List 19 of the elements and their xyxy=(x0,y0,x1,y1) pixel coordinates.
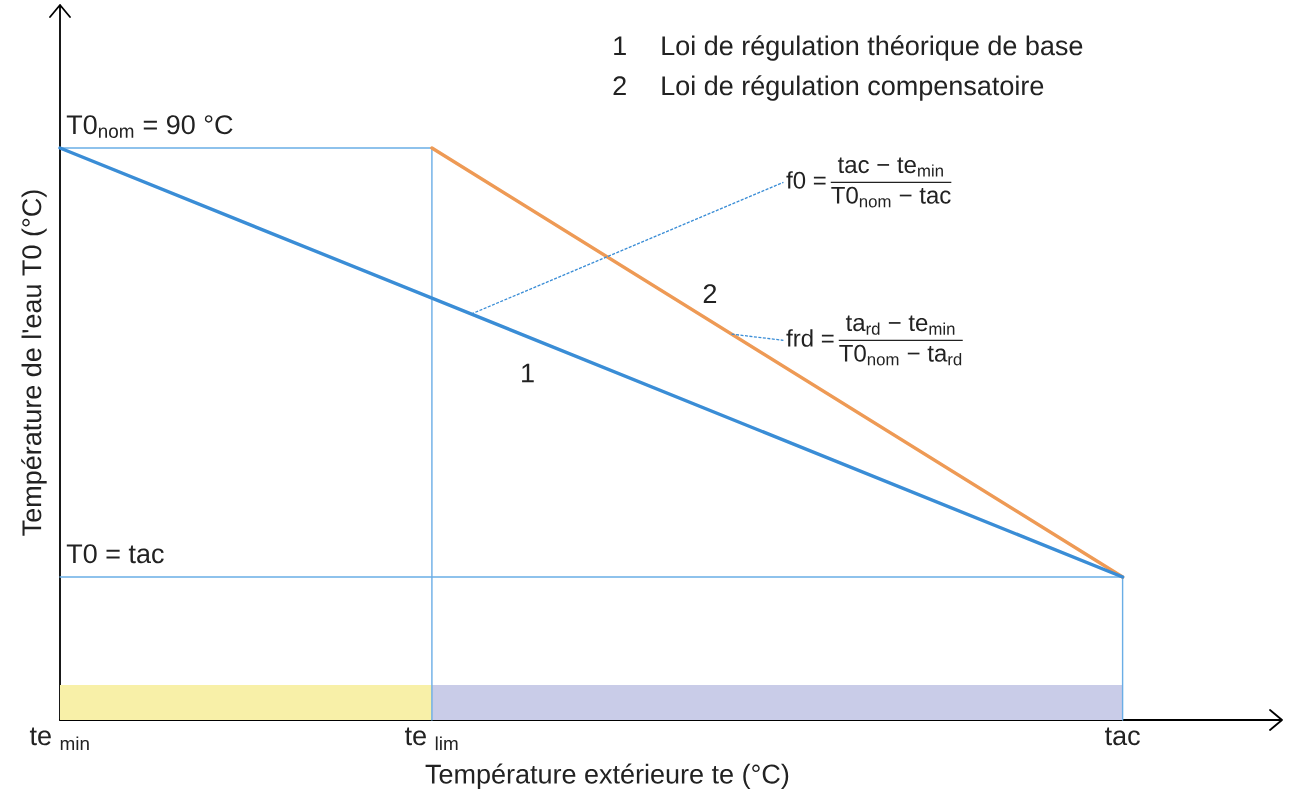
x-tick-label: te $_{lim}$ xyxy=(404,727,458,751)
x-tick-label: tac xyxy=(1105,727,1140,746)
annotation: frd = xyxy=(786,329,834,347)
text: Loi de régulation théorique de base xyxy=(662,35,1083,61)
annotation: tac − te$_{min}$ xyxy=(837,157,943,177)
annotation: f0 = xyxy=(786,171,826,189)
y-axis-title: Température de l'eau T0 (°C) xyxy=(21,190,47,536)
x-axis-title: Température extérieure te (°C) xyxy=(425,763,789,790)
x-tick-label: te $_{min}$ xyxy=(29,727,89,751)
annotation: T0$_{nom}$ − ta$_{rd}$ xyxy=(839,344,962,366)
annotation: ta$_{rd}$ − te$_{min}$ xyxy=(845,315,955,335)
text: 1 xyxy=(614,36,626,56)
series-label: 1 xyxy=(522,363,534,383)
annotation: T0$_{nom}$ = 90 °C xyxy=(66,115,233,138)
text: Loi de régulation compensatoire xyxy=(662,75,1044,101)
text: 2 xyxy=(613,76,626,96)
annotation: T0$_{nom}$ − tac xyxy=(831,186,951,208)
series-label: 2 xyxy=(703,284,717,303)
annotation: T0 = tac xyxy=(66,544,164,564)
